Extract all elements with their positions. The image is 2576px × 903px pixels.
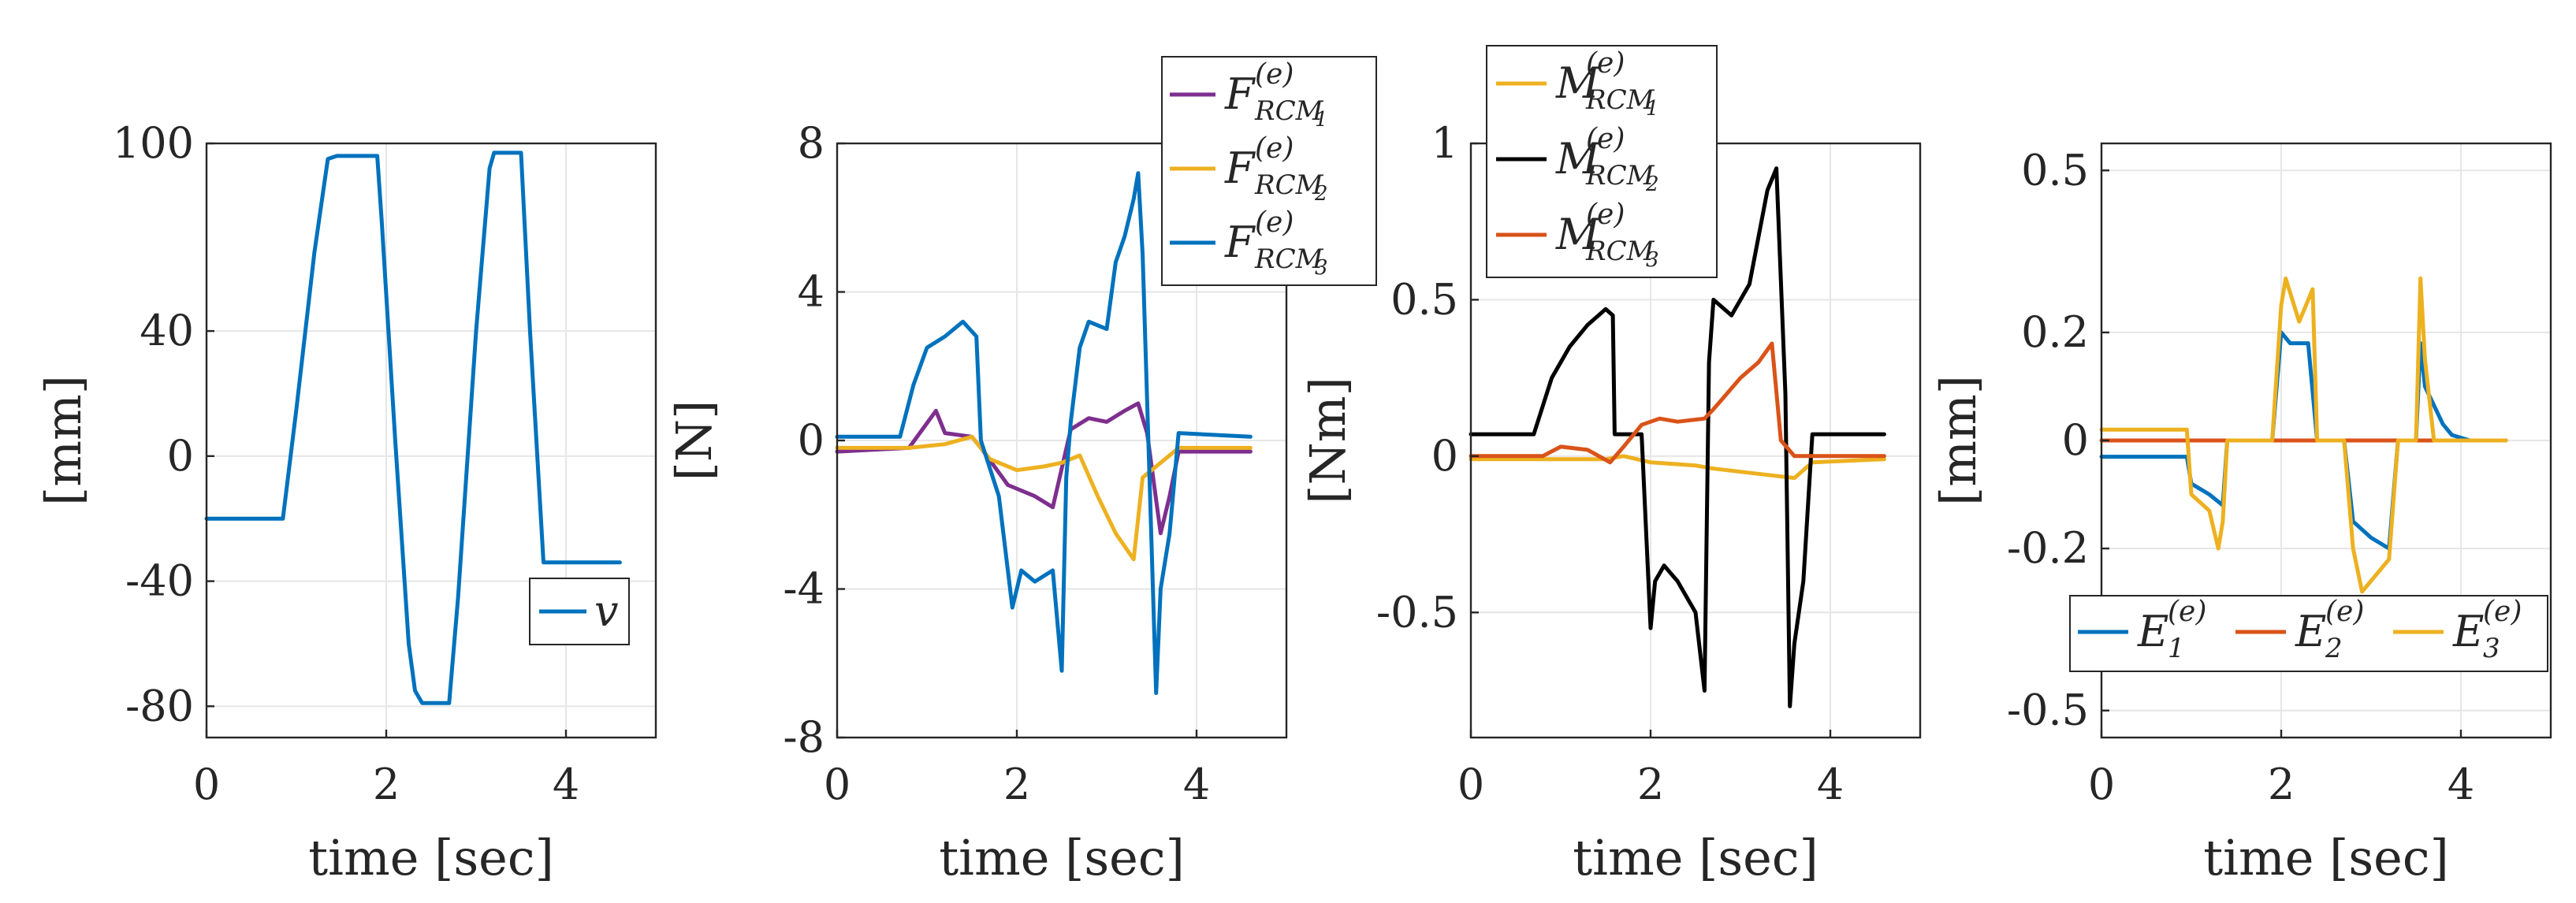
- x-tick-label: 2: [2268, 760, 2295, 809]
- series-line-m-rcm3: [1469, 341, 1886, 465]
- legend-label: v: [594, 586, 619, 636]
- legend-label-sub: 3: [2483, 633, 2500, 664]
- legend-label-sup: (e): [1255, 206, 1294, 239]
- legend-label-sub: RCM: [1585, 160, 1655, 191]
- series-line-m-rcm2: [1469, 166, 1886, 708]
- y-tick-label: -4: [783, 564, 825, 614]
- y-tick-label: 0: [167, 431, 194, 481]
- x-tick-label: 0: [193, 760, 220, 809]
- series-line-v: [204, 150, 622, 705]
- legend-label-base: M: [1555, 134, 1601, 184]
- legend-label-base: F: [1224, 217, 1256, 267]
- y-tick-label: 0: [798, 415, 825, 465]
- y-tick-label: 8: [798, 118, 825, 168]
- legend-panel-4: E(e)1 E(e)2 E(e)3: [2069, 595, 2548, 672]
- y-tick-label: 0.2: [2021, 307, 2089, 357]
- legend-label-sup: (e): [1586, 199, 1625, 231]
- legend-label-sup: (e): [2325, 596, 2364, 628]
- chart-panel-1: 0 2 4 -80 -40 0 40 100 time [sec] [mm]: [35, 118, 657, 886]
- series-line-f-rcm1: [835, 401, 1253, 536]
- x-axis-label: time [sec]: [1573, 829, 1818, 886]
- legend-label-base: F: [1224, 69, 1256, 119]
- legend-label-sup: (e): [2483, 596, 2522, 628]
- legend-label-sup: (e): [1255, 58, 1294, 91]
- legend-label-subsub: 3: [1315, 256, 1328, 280]
- legend-label-sup: (e): [2168, 596, 2206, 628]
- series-line-f-rcm2: [835, 434, 1253, 562]
- legend-label-sub: RCM: [1585, 84, 1655, 116]
- legend-label-subsub: 1: [1315, 108, 1328, 132]
- x-tick-label: 0: [824, 760, 851, 809]
- y-tick-label: 0.5: [1390, 274, 1458, 324]
- legend-label-base: M: [1555, 210, 1601, 259]
- legend-label-subsub: 2: [1645, 173, 1659, 196]
- x-axis-label: time [sec]: [939, 829, 1185, 886]
- y-tick-label: -80: [125, 681, 194, 730]
- x-tick-label: 4: [1183, 760, 1210, 809]
- legend-label-sup: (e): [1255, 132, 1294, 165]
- y-tick-label: 0.5: [2021, 145, 2089, 195]
- x-tick-label: 2: [1637, 760, 1664, 809]
- series-line-f-rcm3: [835, 171, 1253, 695]
- x-tick-label: 4: [2448, 760, 2474, 809]
- legend-label-subsub: 1: [1646, 97, 1659, 121]
- y-tick-label: -0.5: [2007, 686, 2089, 735]
- x-tick-label: 2: [1003, 760, 1030, 809]
- legend-label-base: E: [2295, 607, 2326, 656]
- legend-label-sup: (e): [1586, 123, 1625, 155]
- series-line-m-rcm1: [1469, 454, 1886, 481]
- chart-panel-4: 0 2 4 -0.5 -0.2 0 0.2 0.5 time [sec] [mm]: [1930, 142, 2552, 886]
- x-tick-label: 0: [2088, 760, 2115, 809]
- legend-box: [2069, 595, 2548, 672]
- plot-area-bg: [207, 143, 656, 738]
- y-tick-label: 40: [140, 306, 194, 355]
- legend-label-sup: (e): [1586, 47, 1625, 80]
- legend-label-sub: RCM: [1254, 243, 1324, 275]
- y-tick-label: 0: [2062, 415, 2089, 465]
- x-tick-label: 4: [1817, 760, 1844, 809]
- x-axis-label: time [sec]: [2203, 829, 2449, 886]
- y-tick-label: -40: [125, 556, 194, 606]
- y-tick-label: -0.5: [1376, 587, 1458, 637]
- x-tick-label: 0: [1457, 760, 1484, 809]
- y-axis-label: [N]: [665, 400, 723, 481]
- axes-frame: [205, 142, 657, 739]
- y-tick-label: -0.2: [2007, 523, 2089, 573]
- y-tick-label: -8: [783, 712, 825, 762]
- legend-label-sub: RCM: [1254, 95, 1324, 127]
- x-tick-label: 4: [553, 760, 579, 809]
- series-line-e3: [2099, 276, 2508, 594]
- y-tick-label: 100: [113, 118, 194, 168]
- y-axis-label: [Nm]: [1299, 377, 1357, 504]
- y-axis-label: [mm]: [35, 375, 92, 506]
- y-tick-label: 0: [1431, 431, 1458, 481]
- legend-label-subsub: 2: [1314, 182, 1328, 206]
- legend-label-base: M: [1555, 58, 1601, 108]
- legend-label-sub: RCM: [1585, 236, 1655, 267]
- x-tick-label: 2: [373, 760, 400, 809]
- x-axis-label: time [sec]: [308, 829, 554, 886]
- legend-label-sub: RCM: [1254, 169, 1324, 201]
- legend-panel-1: v: [529, 578, 630, 645]
- y-axis-label: [mm]: [1930, 375, 1987, 506]
- y-tick-label: 4: [798, 267, 825, 317]
- y-tick-label: 1: [1431, 118, 1458, 168]
- legend-label-sub: 2: [2325, 633, 2343, 664]
- legend-label-sub: 1: [2168, 633, 2185, 664]
- legend-label-subsub: 3: [1646, 248, 1659, 272]
- legend-label-base: F: [1224, 143, 1256, 193]
- legend-label-base: E: [2452, 607, 2484, 656]
- legend-label-base: E: [2137, 607, 2168, 656]
